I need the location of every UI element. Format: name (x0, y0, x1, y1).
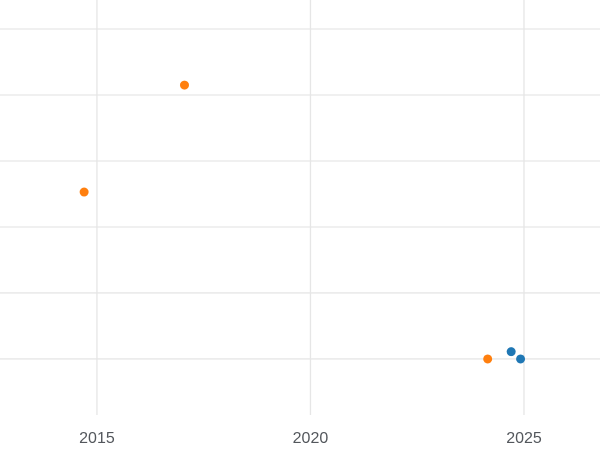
data-point-blue-series (516, 354, 526, 364)
series-group (79, 80, 526, 364)
x-tick-label: 2015 (79, 430, 115, 447)
data-point-orange-series (79, 187, 89, 197)
x-tick-label: 2020 (293, 430, 329, 447)
x-tick-label: 2025 (506, 430, 542, 447)
data-point-orange-series (179, 80, 189, 90)
gridlines-group (0, 0, 600, 415)
data-point-orange-series (483, 354, 493, 364)
data-point-blue-series (506, 347, 516, 357)
x-tick-labels-group: 2015 2020 2025 (79, 430, 542, 447)
